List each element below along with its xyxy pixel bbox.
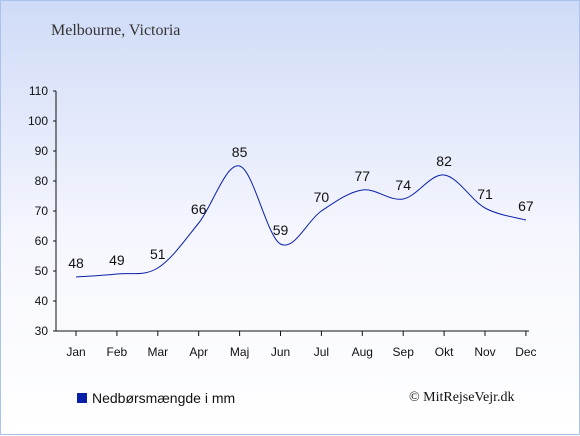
y-tick-label: 100 [28,114,48,128]
data-label: 66 [191,201,207,217]
data-label: 59 [273,222,289,238]
legend: Nedbørsmængde i mm [77,390,235,406]
y-tick-label: 30 [35,324,49,338]
data-label: 48 [68,255,84,271]
copyright-notice: © MitRejseVejr.dk [409,390,515,405]
x-tick-label: Jan [66,345,85,359]
data-label: 77 [355,168,371,184]
x-tick-label: Feb [107,345,128,359]
data-label: 51 [150,246,166,262]
y-tick-label: 50 [35,264,49,278]
data-label: 74 [395,177,411,193]
x-tick-label: Mar [147,345,168,359]
data-label: 70 [314,189,330,205]
y-tick-label: 90 [35,144,49,158]
x-tick-label: Nov [474,345,495,359]
x-tick-label: Sep [393,345,415,359]
page-title: Melbourne, Victoria [51,22,181,39]
data-label: 49 [109,252,125,268]
x-tick-label: Dec [515,345,536,359]
data-label: 85 [232,144,248,160]
y-tick-label: 60 [35,234,49,248]
x-tick-label: Aug [352,345,373,359]
x-tick-label: Maj [230,345,249,359]
legend-swatch [77,393,87,403]
y-tick-label: 110 [29,84,48,98]
x-tick-label: Jul [314,345,329,359]
series-line [75,165,527,278]
legend-label: Nedbørsmængde i mm [92,390,236,406]
y-tick-label: 80 [35,174,49,188]
x-tick-label: Apr [189,345,208,359]
y-tick-label: 70 [35,204,49,218]
data-label: 71 [477,186,493,202]
data-label: 82 [436,153,452,169]
x-tick-label: Okt [435,345,454,359]
y-tick-label: 40 [35,294,49,308]
x-tick-label: Jun [271,345,290,359]
data-label: 67 [518,198,534,214]
